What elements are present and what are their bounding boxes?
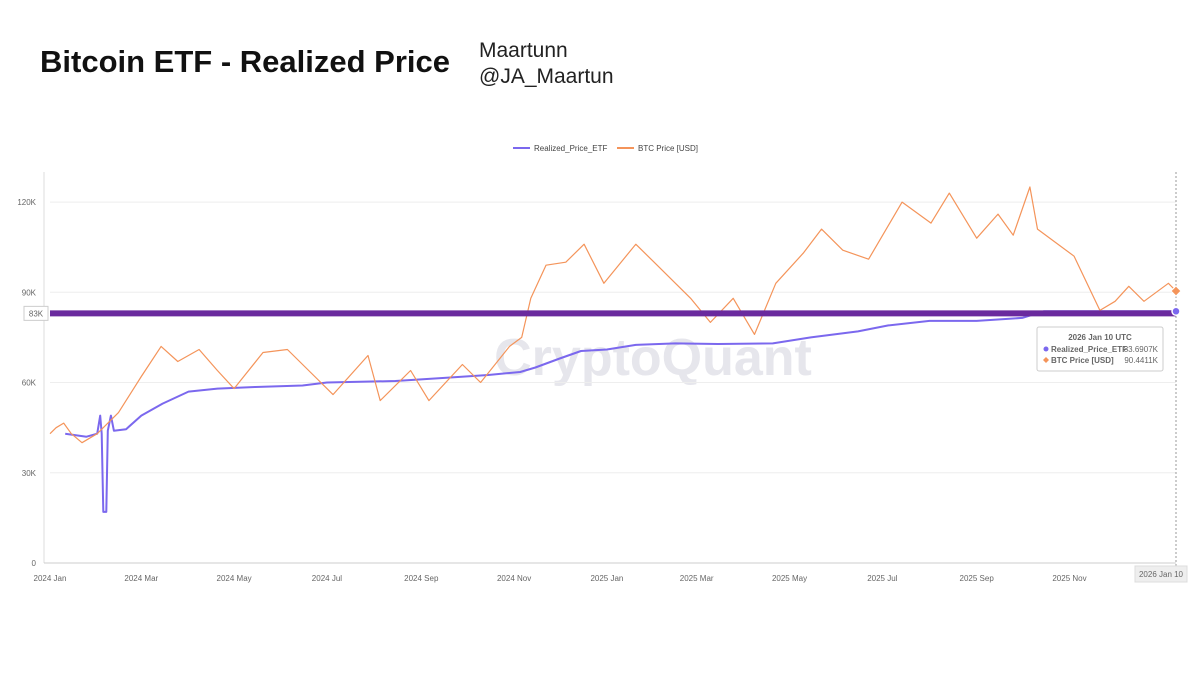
- x-tick-label: 2024 Nov: [497, 574, 531, 583]
- x-tick-label: 2024 Jan: [34, 574, 67, 583]
- tooltip-marker-realized: [1043, 346, 1049, 352]
- x-tick-label: 2025 Sep: [960, 574, 995, 583]
- realized-end-marker: [1171, 306, 1181, 317]
- legend: Realized_Price_ETF BTC Price [USD]: [513, 144, 698, 153]
- y-tick-label: 60K: [22, 379, 37, 388]
- realized-price-etf-line: [65, 310, 1176, 513]
- x-tick-label: 2025 Jan: [590, 574, 623, 583]
- tooltip-series-value: 90.4411K: [1124, 356, 1158, 365]
- x-tick-label: 2024 Jul: [312, 574, 342, 583]
- x-tick-label: 2025 May: [772, 574, 807, 583]
- btc-price-line: [49, 186, 1177, 444]
- hline-label: 83K: [29, 309, 44, 318]
- x-tick-label: 2025 Jul: [867, 574, 897, 583]
- x-tick-label: 2025 Nov: [1052, 574, 1086, 583]
- legend-label-realized: Realized_Price_ETF: [534, 144, 607, 153]
- y-tick-label: 0: [32, 559, 37, 568]
- x-end-label: 2026 Jan 10: [1139, 570, 1184, 579]
- tooltip-box: [1036, 326, 1164, 372]
- y-tick-label: 30K: [22, 469, 37, 478]
- tooltip-date: 2026 Jan 10 UTC: [1068, 333, 1132, 342]
- tooltip-series-name: BTC Price [USD]: [1051, 356, 1114, 365]
- y-tick-label: 120K: [17, 198, 36, 207]
- tooltip: 2026 Jan 10 UTC Realized_Price_ETF83.6907…: [1036, 326, 1164, 372]
- hline-label-box: [23, 305, 49, 321]
- author-name: Maartunn: [479, 39, 568, 62]
- tooltip-marker-btc: [1043, 357, 1049, 363]
- btc-end-marker: [1170, 285, 1182, 297]
- x-tick-label: 2024 May: [217, 574, 252, 583]
- chart-title: Bitcoin ETF - Realized Price: [40, 44, 450, 79]
- legend-label-btc: BTC Price [USD]: [638, 144, 698, 153]
- x-tick-label: 2025 Mar: [680, 574, 714, 583]
- x-tick-label: 2024 Sep: [404, 574, 439, 583]
- x-end-label-box: [1134, 565, 1188, 583]
- watermark: CryptoQuant: [494, 329, 812, 387]
- author-credit: Maartunn @JA_Maartun: [479, 38, 614, 90]
- x-tick-label: 2024 Mar: [124, 574, 158, 583]
- author-handle: @JA_Maartun: [479, 65, 614, 88]
- tooltip-series-name: Realized_Price_ETF: [1051, 345, 1127, 354]
- y-tick-label: 90K: [22, 288, 37, 297]
- tooltip-series-value: 83.6907K: [1124, 345, 1159, 354]
